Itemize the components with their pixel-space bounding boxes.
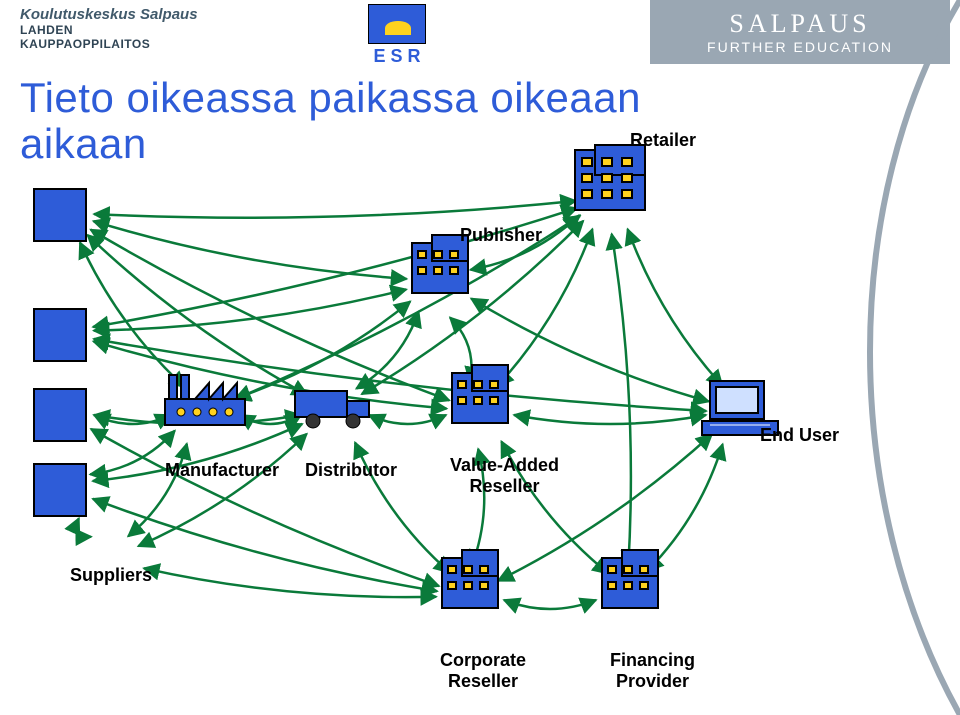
node-label: Manufacturer: [165, 460, 279, 481]
node-label: Distributor: [305, 460, 397, 481]
connection-arrow: [369, 415, 446, 424]
network-diagram: [0, 0, 960, 715]
connection-arrow: [612, 234, 631, 566]
truck-icon: [295, 391, 369, 428]
connection-arrow: [91, 429, 439, 586]
node-label: Retailer: [630, 130, 696, 151]
connection-arrow: [514, 415, 706, 424]
node-label: Publisher: [460, 225, 542, 246]
node-label: Corporate Reseller: [440, 650, 526, 692]
node-label: End User: [760, 425, 839, 446]
node-label: Financing Provider: [610, 650, 695, 692]
blank-node: [33, 388, 87, 442]
connection-arrow: [504, 600, 596, 609]
blank-node: [33, 308, 87, 362]
connection-arrow: [94, 201, 576, 218]
node-label: Value-Added Reseller: [450, 455, 559, 497]
connection-arrow: [498, 229, 593, 386]
node-label: Suppliers: [70, 565, 152, 586]
building-md-icon: [442, 550, 498, 608]
slide: { "header": { "left": { "l1": "Koulutusk…: [0, 0, 960, 715]
building-md-icon: [602, 550, 658, 608]
factory-icon: [165, 375, 245, 425]
connection-arrow: [76, 518, 91, 536]
building-lg-icon: [575, 145, 645, 210]
connection-arrow: [80, 243, 185, 388]
building-md-icon: [452, 365, 508, 423]
blank-node: [33, 188, 87, 242]
blank-node: [33, 463, 87, 517]
connection-arrow: [628, 229, 723, 386]
connection-arrow: [138, 434, 306, 546]
